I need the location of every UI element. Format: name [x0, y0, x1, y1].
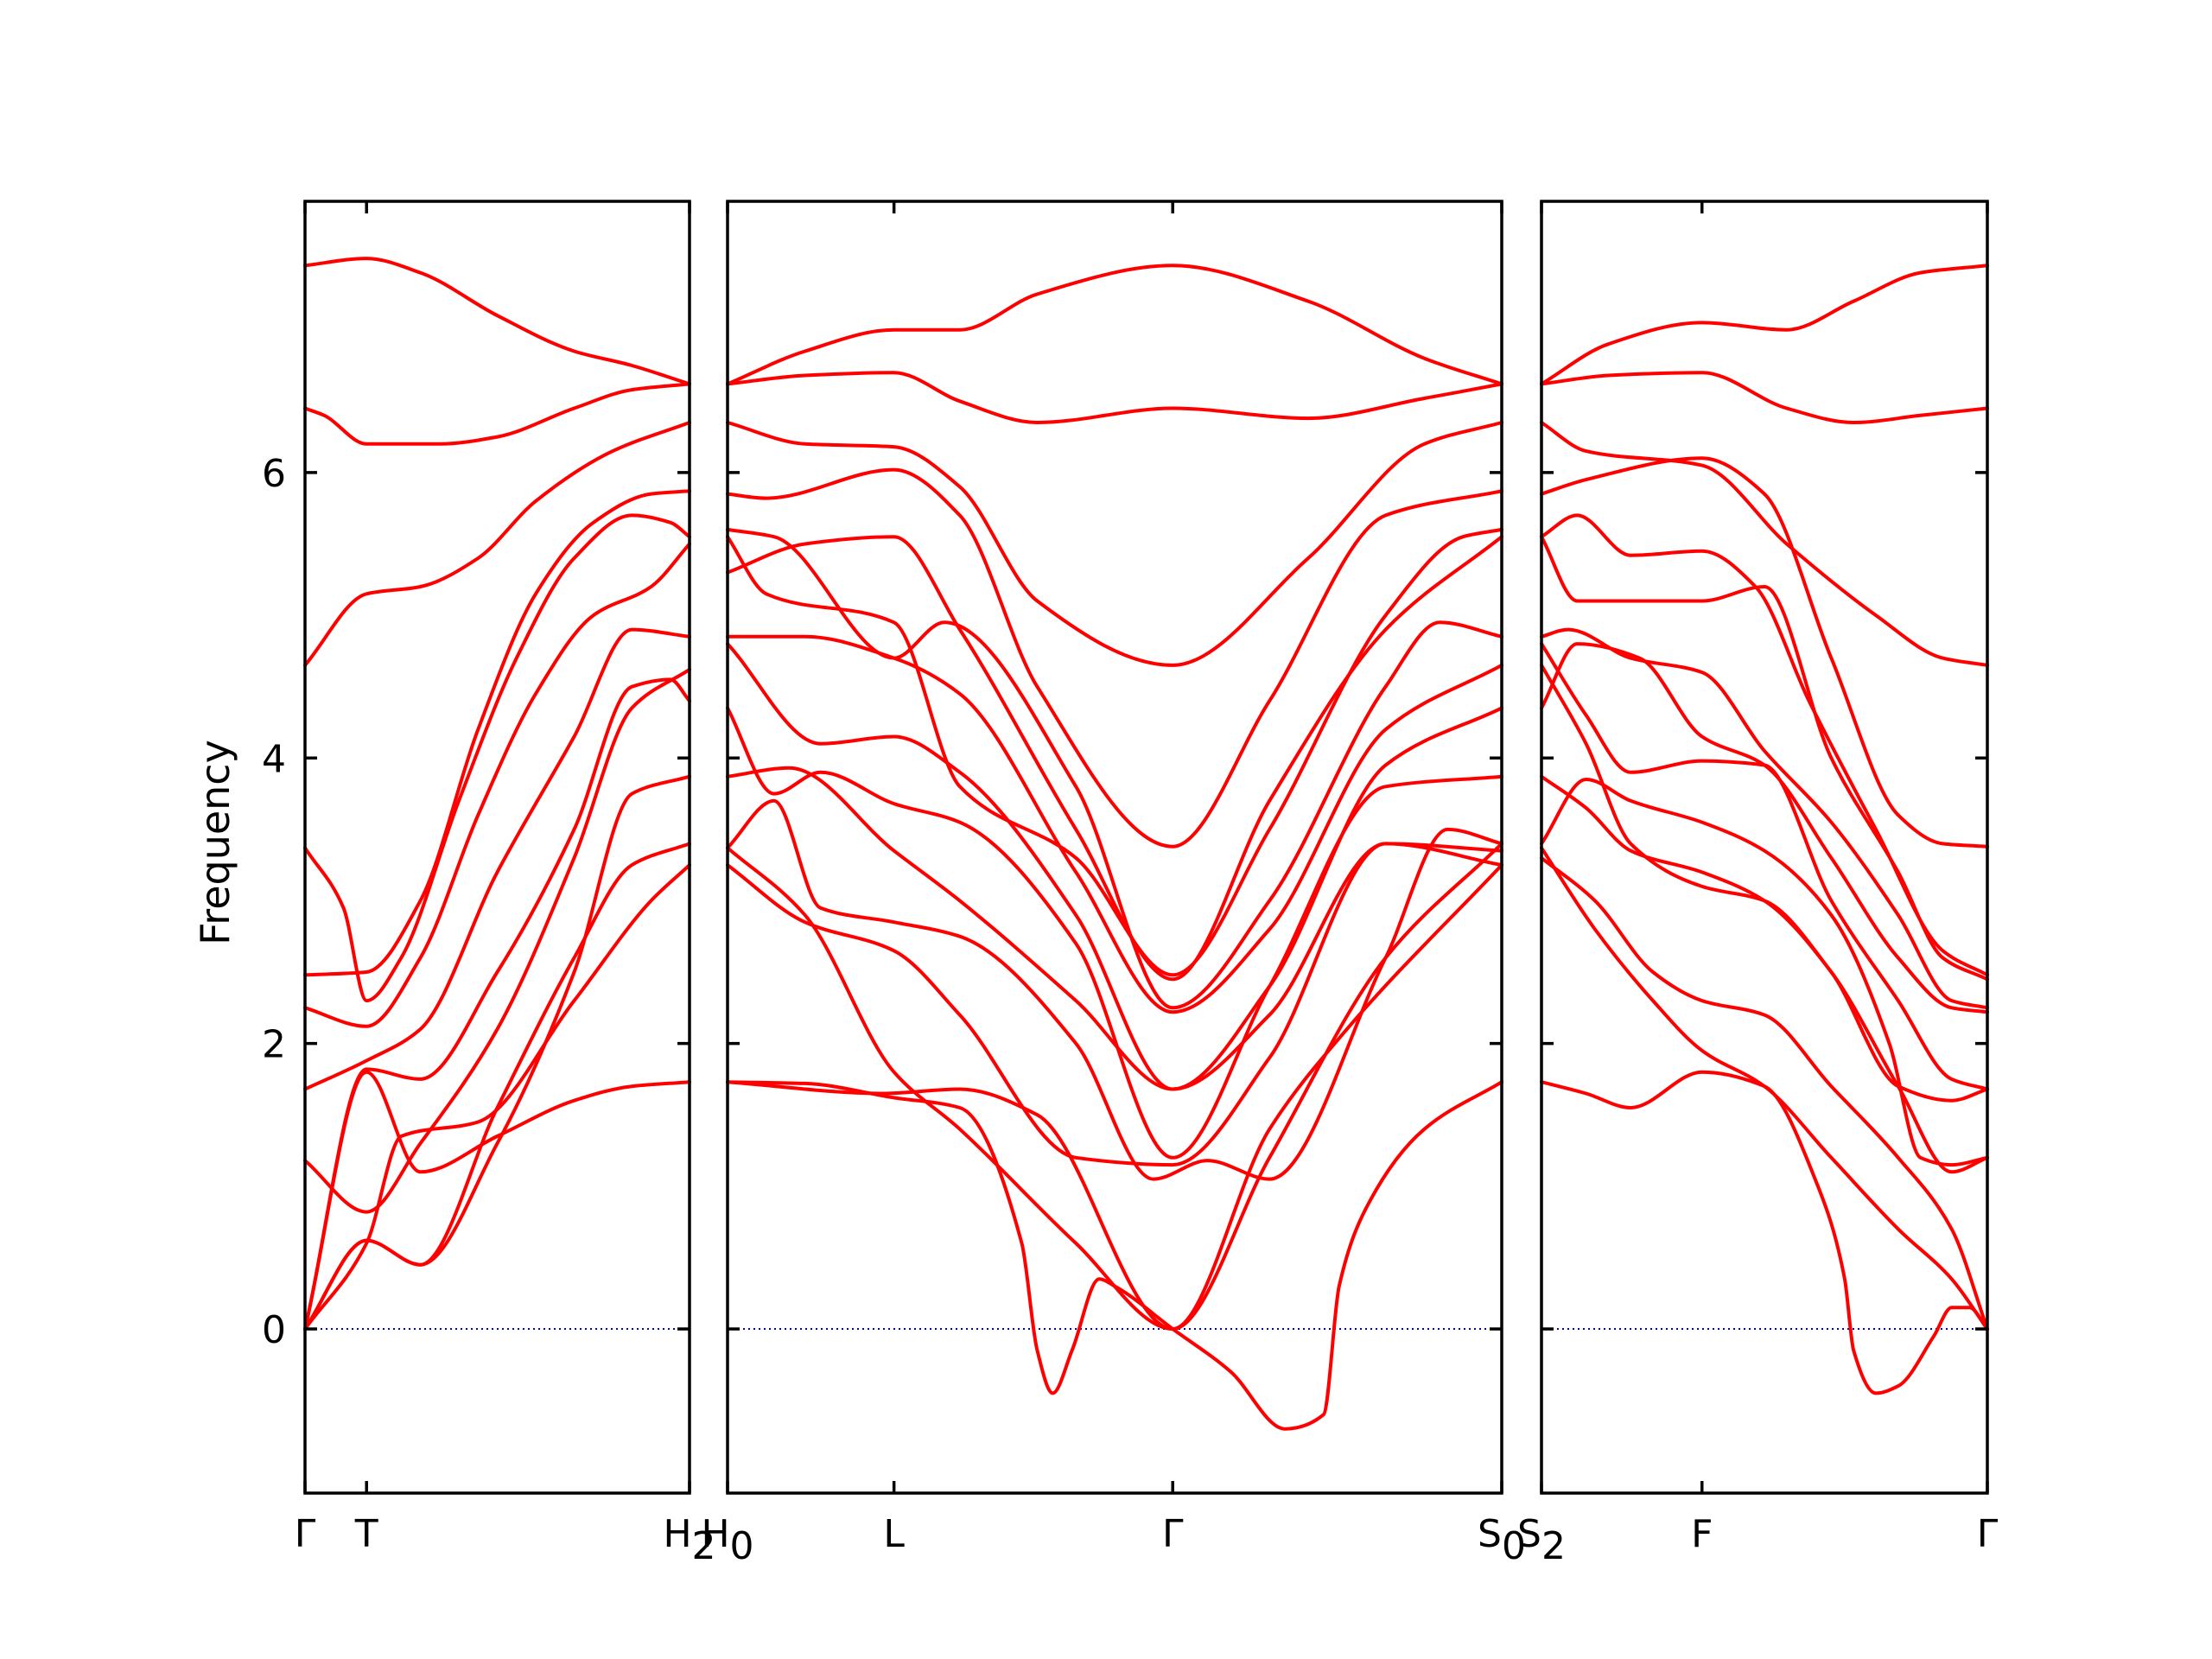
panel-2-band-6: [726, 535, 1503, 982]
panel-2-band-9: [726, 642, 1503, 1091]
panel-3-band-1: [1540, 264, 1989, 386]
panel-1-band-12: [303, 863, 691, 1331]
x-tick-label-subscript: 0: [730, 1524, 754, 1568]
panel-1-band-10: [303, 774, 691, 1331]
panel-2-band-11: [726, 766, 1503, 1091]
x-tick-label: Γ: [1977, 1512, 1999, 1556]
panel-1-band-6: [303, 542, 691, 1028]
panel-3-band-15: [1540, 1070, 1989, 1395]
panel-3-band-3: [1540, 421, 1989, 667]
panel-1-band-2: [303, 382, 691, 446]
panel-2-band-8: [726, 634, 1503, 1014]
panel-3-band-7: [1540, 627, 1989, 1010]
x-tick-label-subscript: 2: [1541, 1524, 1566, 1568]
panel-2-frame: [726, 200, 1503, 1495]
panel-2: H0 L Γ S0: [701, 200, 1526, 1568]
panel-2-band-12: [726, 798, 1503, 1181]
panel-3-frame: [1540, 200, 1989, 1495]
panel-3-band-10: [1540, 778, 1989, 1167]
panel-2-band-2: [726, 371, 1503, 424]
panel-2-band-10: [726, 706, 1503, 1160]
panel-2-band-4: [726, 467, 1503, 849]
y-tick-label: 4: [262, 737, 286, 781]
y-tick-label: 6: [262, 452, 286, 496]
panel-2-band-3: [726, 421, 1503, 667]
y-axis-label: Frequency: [192, 740, 238, 945]
panel-3-band-2: [1540, 371, 1989, 424]
panel-2-band-7: [726, 527, 1503, 1010]
panel-3-band-6: [1540, 535, 1989, 982]
panel-1-band-13: [303, 1070, 691, 1331]
x-tick-label: T: [354, 1512, 378, 1556]
panel-3-band-9: [1540, 642, 1989, 1091]
panel-2-band-14: [726, 842, 1503, 1331]
y-tick-label: 0: [262, 1308, 286, 1352]
panel-1-band-1: [303, 257, 691, 386]
x-tick-label: L: [883, 1512, 905, 1556]
panel-1-band-3: [303, 421, 691, 667]
panel-3-band-11: [1540, 774, 1989, 1174]
panel-1-frame: [303, 200, 691, 1495]
panel-3-band-12: [1540, 663, 1989, 1103]
x-tick-label-subscript: 2: [692, 1524, 716, 1568]
panel-1-band-5: [303, 513, 691, 1003]
panel-3: S2 F Γ: [1517, 200, 1999, 1568]
panel-1-band-4: [303, 489, 691, 977]
panel-1-band-7: [303, 627, 691, 1091]
x-tick-label: F: [1691, 1512, 1713, 1556]
x-tick-label: Γ: [295, 1512, 316, 1556]
panel-3-band-13: [1540, 855, 1989, 1331]
panel-3-band-4: [1540, 456, 1989, 849]
x-tick-label: Γ: [1162, 1512, 1184, 1556]
panel-2-band-16: [726, 1080, 1175, 1395]
panel-2-band-17: [1171, 1080, 1503, 1431]
panel-1-band-8: [303, 667, 691, 1214]
panel-3-band-5: [1540, 513, 1989, 977]
panel-1-band-9: [303, 677, 691, 1331]
panel-2-band-15: [726, 863, 1503, 1331]
y-tick-label: 2: [262, 1023, 286, 1067]
panel-2-band-1: [726, 264, 1503, 386]
panel-2-band-13: [726, 842, 1503, 1167]
x-tick-label-subscript: 0: [1502, 1524, 1526, 1568]
